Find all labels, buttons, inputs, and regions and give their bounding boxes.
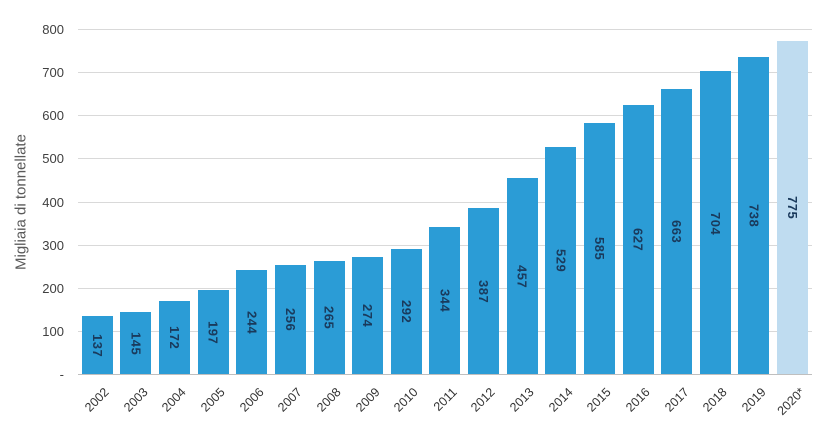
gridline: [78, 158, 812, 160]
bar-slot: 387: [464, 30, 503, 375]
y-axis: - 100 200 300 400 500 600 700 800: [0, 22, 72, 382]
bar-2008: 265: [313, 260, 345, 375]
x-tick-label: 2016: [623, 385, 653, 415]
bar-slot: 663: [657, 30, 696, 375]
bar-2011: 344: [429, 226, 461, 375]
x-tick-label: 2012: [468, 385, 499, 415]
gridline: [78, 201, 812, 203]
bar-2003: 145: [120, 312, 152, 375]
bar-slot: 265: [310, 30, 349, 375]
bar-value-label: 197: [205, 320, 221, 345]
bar-slot: 244: [233, 30, 272, 375]
bar-value-label: 137: [89, 333, 105, 358]
y-tick-label: 800: [42, 22, 64, 37]
bar-2007: 256: [274, 264, 306, 375]
bar-2006: 244: [236, 269, 268, 375]
y-tick-label: 200: [42, 280, 64, 296]
gridline: [78, 72, 812, 74]
bar-slot: 738: [735, 30, 774, 375]
x-tick-label: 2019: [739, 385, 769, 415]
bar-slot: 292: [387, 30, 426, 375]
bar-value-label: 274: [360, 304, 376, 328]
bar-slot: 585: [580, 30, 619, 375]
bar-value-label: 145: [128, 332, 144, 356]
bar-slot: 627: [619, 30, 658, 375]
bar-2004: 172: [159, 300, 190, 375]
y-tick-label: 300: [42, 237, 64, 253]
gridline: [78, 115, 812, 117]
x-tick-label: 2010: [391, 385, 421, 415]
x-axis: 2002 2003 2004 2005 2006 2007 2008 2009 2010 2011…: [78, 377, 812, 427]
x-tick-label: 2004: [159, 385, 190, 415]
bar-value-label: 663: [669, 220, 685, 244]
bar-value-label: 457: [514, 264, 530, 289]
y-tick-label: 600: [42, 108, 64, 124]
bar-2014: 529: [545, 146, 577, 375]
bar-2016: 627: [622, 104, 654, 375]
x-tick-label: 2008: [314, 385, 344, 415]
x-tick-label: 2002: [82, 385, 112, 415]
x-tick-label: 2018: [700, 385, 730, 415]
bar-2010: 292: [390, 249, 422, 375]
bar-value-label: 292: [398, 300, 414, 324]
bar-slot: 457: [503, 30, 542, 375]
bar-2005: 197: [197, 290, 229, 375]
y-tick-label: -: [59, 367, 64, 382]
bar-2015: 585: [583, 122, 615, 375]
bar-value-label: 256: [282, 308, 298, 332]
bar-value-label: 387: [476, 279, 492, 304]
bar-2012: 387: [468, 208, 499, 375]
y-tick-label: 400: [42, 194, 64, 210]
bar-slot: 256: [271, 30, 310, 375]
bar-slot: 197: [194, 30, 233, 375]
bar-value-label: 738: [746, 204, 762, 228]
bar-2009: 274: [352, 256, 384, 375]
bar-slot: 704: [696, 30, 735, 375]
bar-value-label: 529: [553, 249, 569, 273]
bars: 137 145 172 197 244 256 265 274 292 344 387 457 529 5…: [78, 30, 812, 375]
bar-slot: 145: [117, 30, 156, 375]
bar-2019: 738: [738, 56, 770, 375]
bar-value-label: 775: [785, 196, 801, 220]
x-tick-label: 2013: [507, 385, 537, 415]
x-tick-label: 2014: [545, 385, 576, 415]
bar-2018: 704: [699, 71, 731, 375]
bar-2013: 457: [506, 177, 538, 375]
plot-area: 137 145 172 197 244 256 265 274 292 344 387 457 529 5…: [78, 29, 812, 375]
bar-value-label: 585: [591, 237, 607, 261]
x-tick-label: 2007: [275, 385, 306, 415]
x-tick-label: 2015: [584, 385, 615, 415]
bar-slot: 274: [348, 30, 387, 375]
x-tick-label: 2006: [236, 385, 267, 415]
x-tick-label: 2020*: [774, 385, 808, 419]
y-tick-label: 700: [42, 65, 64, 81]
x-tick-label: 2017: [661, 385, 692, 415]
bar-value-label: 265: [321, 306, 337, 330]
bar-slot: 344: [426, 30, 465, 375]
bar-slot: 172: [155, 30, 194, 375]
bar-value-label: 244: [244, 310, 260, 334]
bar-value-label: 627: [630, 228, 646, 252]
bar-2020*: 775: [777, 40, 808, 375]
bar-2002: 137: [81, 315, 113, 375]
x-tick-label: 2003: [120, 385, 151, 415]
y-tick-label: 100: [42, 323, 64, 339]
y-tick-label: 500: [42, 151, 64, 167]
x-tick-label: 2009: [352, 385, 383, 415]
bar-value-label: 172: [167, 326, 183, 350]
bar-slot: 529: [542, 30, 581, 375]
bar-2017: 663: [661, 89, 693, 375]
bar-value-label: 704: [707, 211, 723, 235]
bar-slot: 775: [773, 30, 812, 375]
bar-slot: 137: [78, 30, 117, 375]
gridline: [78, 29, 812, 30]
x-tick-label: 2011: [430, 385, 460, 414]
bar-value-label: 344: [437, 289, 453, 313]
x-tick-label: 2005: [198, 385, 228, 415]
x-axis-line: [78, 374, 812, 375]
